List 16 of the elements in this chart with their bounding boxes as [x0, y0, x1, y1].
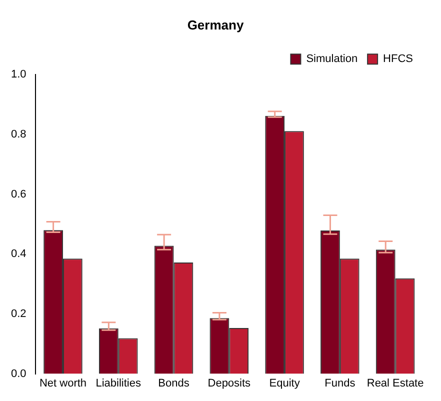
x-tick-label: Deposits [208, 377, 252, 390]
x-tick-label: Bonds [158, 377, 190, 390]
x-tick-label: Real Estate [366, 377, 424, 390]
y-tick-label: 0.2 [10, 308, 26, 320]
y-tick-label: 0.4 [10, 248, 26, 260]
legend-label: Simulation [306, 53, 358, 66]
legend-label: HFCS [383, 53, 414, 66]
x-tick-label: Funds [324, 377, 356, 390]
y-tick-label: 0.8 [10, 128, 26, 140]
chart-title: Germany [187, 17, 244, 32]
x-tick-label: Equity [269, 377, 300, 390]
y-tick-label: 1.0 [10, 68, 26, 81]
x-tick-label: Liabilities [96, 377, 142, 390]
x-tick-label: Net worth [39, 377, 87, 390]
y-tick-label: 0.0 [10, 368, 26, 380]
y-tick-label: 0.6 [10, 188, 26, 200]
